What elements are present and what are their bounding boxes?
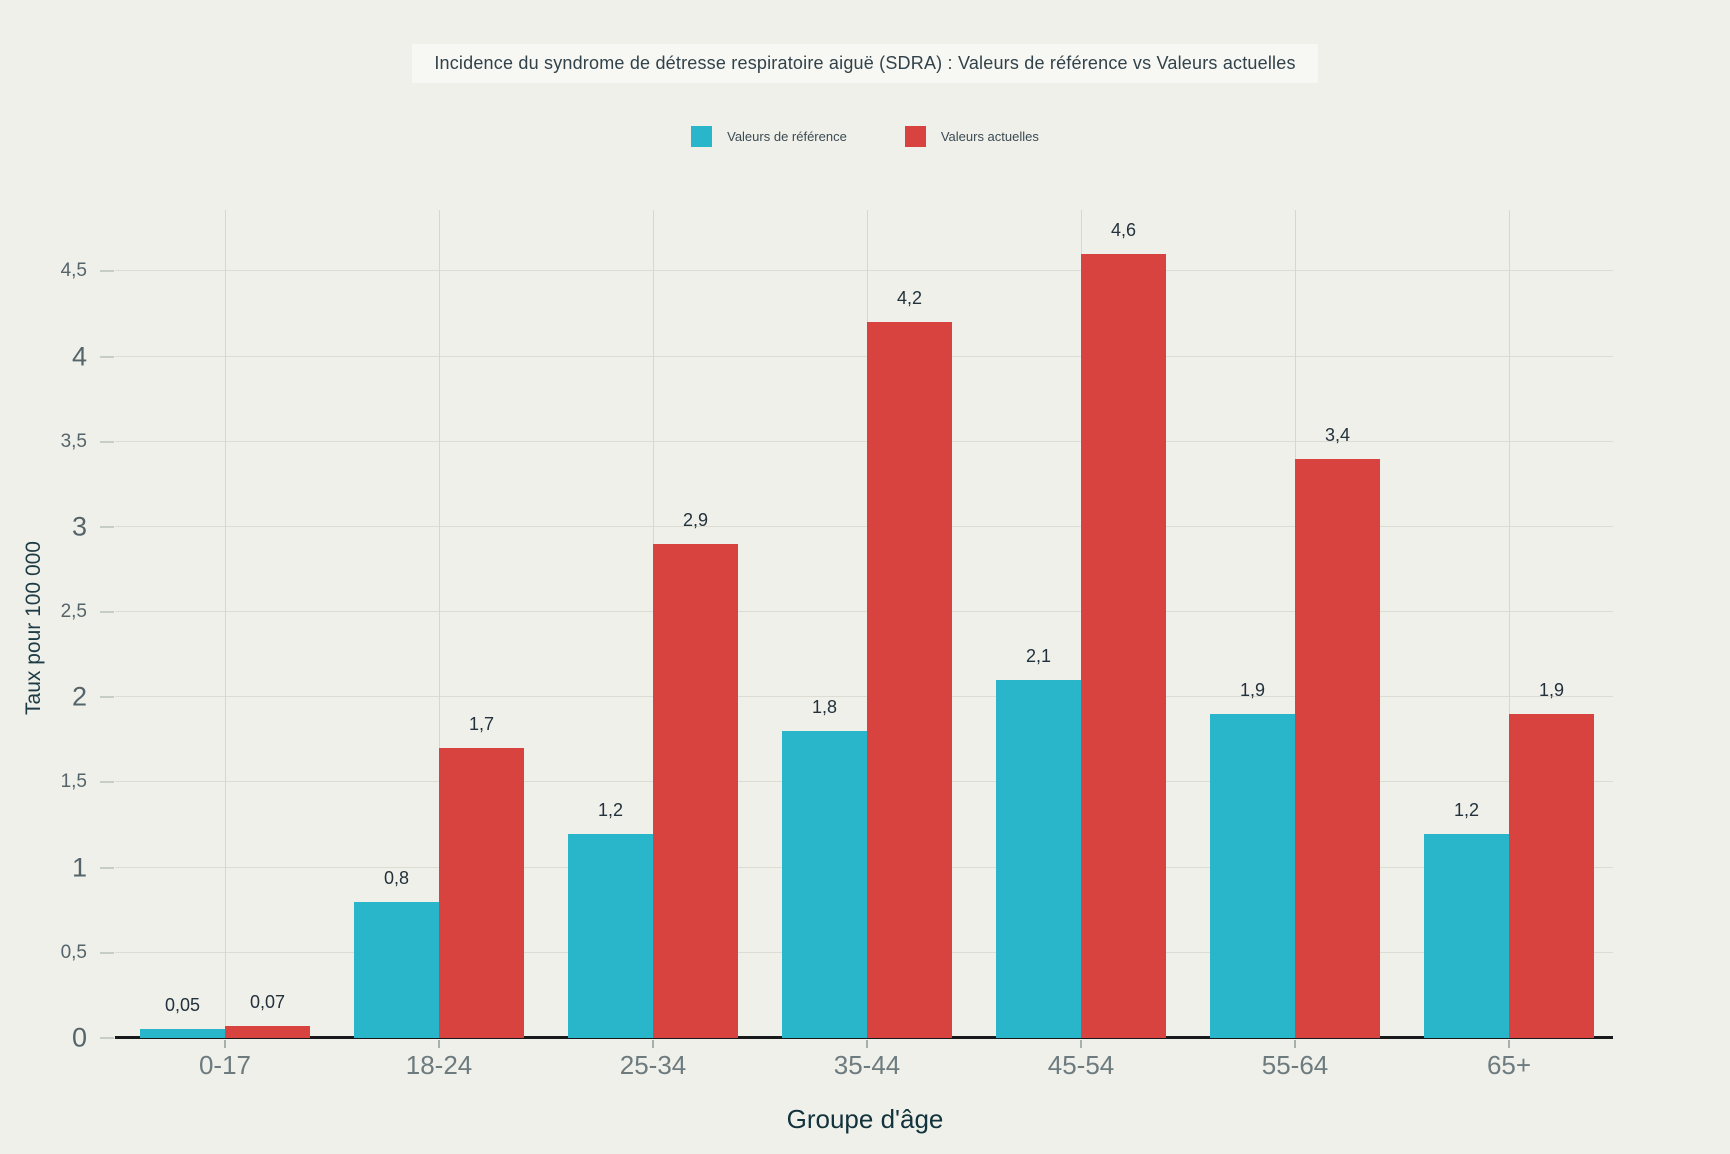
- y-axis-tick-icon: [100, 866, 114, 869]
- y-axis-tick-label: 2,5: [60, 601, 87, 623]
- y-axis-tick-label: 1: [71, 852, 87, 883]
- x-axis-tick-label: 0-17: [198, 1050, 252, 1080]
- x-axis-tick-icon: [438, 1040, 440, 1048]
- gridline-horizontal: [115, 270, 1613, 272]
- y-axis-tick-label: 2: [71, 681, 87, 712]
- gridline-horizontal: [115, 696, 1613, 698]
- bar-actual: [653, 543, 738, 1038]
- y-axis-tick-icon: [100, 270, 114, 273]
- y-axis-tick-icon: [100, 355, 114, 358]
- bar-reference: [782, 731, 867, 1038]
- bar-value-label: 1,2: [597, 799, 624, 820]
- bar-value-label: 4,6: [1110, 220, 1137, 241]
- bar-value-label: 2,9: [682, 509, 709, 530]
- y-axis-tick-labels: 0 0,5 1 1,5 2 2,5 3 3,5 4 4,5: [0, 210, 114, 1053]
- bar-value-label: 1,9: [1538, 680, 1565, 701]
- bar-reference: [568, 833, 653, 1038]
- gridline-vertical: [225, 210, 226, 1038]
- x-axis-tick-icon: [1294, 1040, 1296, 1048]
- y-axis-tick-icon: [100, 525, 114, 528]
- y-axis-tick-label: 3: [71, 511, 87, 542]
- bar-actual: [1081, 254, 1166, 1038]
- y-axis-tick-icon: [100, 781, 114, 784]
- x-axis-tick-label: 55-64: [1261, 1050, 1329, 1080]
- chart-title: Incidence du syndrome de détresse respir…: [412, 44, 1318, 83]
- chart-title-wrap: Incidence du syndrome de détresse respir…: [0, 44, 1730, 83]
- x-axis-tick-label: 35-44: [833, 1050, 901, 1080]
- bar-value-label: 3,4: [1324, 424, 1351, 445]
- x-axis-tick-label: 25-34: [619, 1050, 687, 1080]
- x-axis-title: Groupe d'âge: [786, 1104, 944, 1134]
- gridline-vertical: [1509, 210, 1510, 1038]
- bar-reference: [140, 1029, 225, 1038]
- bar-reference: [996, 680, 1081, 1038]
- y-axis-tick-label: 4: [71, 341, 87, 372]
- y-axis-tick-icon: [100, 951, 114, 954]
- x-axis-tick-icon: [1080, 1040, 1082, 1048]
- bar-value-label: 1,7: [468, 714, 495, 735]
- gridline-horizontal: [115, 525, 1613, 527]
- bar-actual: [1295, 458, 1380, 1038]
- y-axis-tick-label: 1,5: [60, 771, 87, 793]
- legend-item-reference[interactable]: Valeurs de référence: [691, 126, 847, 147]
- bar-value-label: 1,8: [811, 697, 838, 718]
- legend-swatch-reference-icon: [691, 126, 713, 147]
- bar-actual: [225, 1026, 310, 1038]
- bar-value-label: 1,2: [1453, 799, 1480, 820]
- bar-value-label: 2,1: [1025, 646, 1052, 667]
- bar-value-label: 4,2: [896, 288, 923, 309]
- legend-swatch-actual-icon: [904, 126, 926, 147]
- bar-value-label: 0,07: [249, 992, 286, 1013]
- y-axis-tick-icon: [100, 611, 114, 614]
- x-axis-tick-icon: [1508, 1040, 1510, 1048]
- y-axis-tick-icon: [100, 696, 114, 699]
- gridline-horizontal: [115, 611, 1613, 613]
- x-axis-tick-label: 65+: [1486, 1050, 1532, 1080]
- x-axis-tick-label: 45-54: [1047, 1050, 1115, 1080]
- bar-value-label: 1,9: [1239, 680, 1266, 701]
- y-axis-tick-icon: [100, 440, 114, 443]
- legend-label-actual: Valeurs actuelles: [940, 129, 1039, 144]
- y-axis-tick-label: 0: [71, 1022, 87, 1053]
- bar-value-label: 0,05: [164, 995, 201, 1016]
- bar-actual: [1509, 714, 1594, 1038]
- x-axis-tick-labels: 0-17 18-24 25-34 35-44 45-54 55-64 65+: [115, 1050, 1613, 1090]
- x-axis-tick-icon: [652, 1040, 654, 1048]
- y-axis-tick-label: 0,5: [60, 941, 87, 963]
- legend-item-actual[interactable]: Valeurs actuelles: [904, 126, 1039, 147]
- legend: Valeurs de référence Valeurs actuelles: [0, 126, 1730, 147]
- plot-area: 0,05 0,07 0,8 1,7 1,2 2,9 1,8 4,2 2,1 4,6 1,9 3,4 1,…: [115, 210, 1613, 1048]
- gridline-horizontal: [115, 355, 1613, 357]
- y-axis-tick-label: 4,5: [60, 260, 87, 282]
- x-axis-tick-icon: [866, 1040, 868, 1048]
- legend-label-reference: Valeurs de référence: [727, 129, 847, 144]
- y-axis-tick-icon: [100, 1037, 114, 1039]
- bar-reference: [354, 901, 439, 1038]
- bar-actual: [867, 322, 952, 1038]
- y-axis-tick-label: 3,5: [60, 430, 87, 452]
- x-axis-tick-icon: [224, 1040, 226, 1048]
- bar-actual: [439, 748, 524, 1038]
- x-axis-tick-label: 18-24: [405, 1050, 473, 1080]
- bar-reference: [1424, 833, 1509, 1038]
- gridline-horizontal: [115, 440, 1613, 442]
- gridline-vertical: [439, 210, 440, 1038]
- bar-reference: [1210, 714, 1295, 1038]
- bar-value-label: 0,8: [383, 867, 410, 888]
